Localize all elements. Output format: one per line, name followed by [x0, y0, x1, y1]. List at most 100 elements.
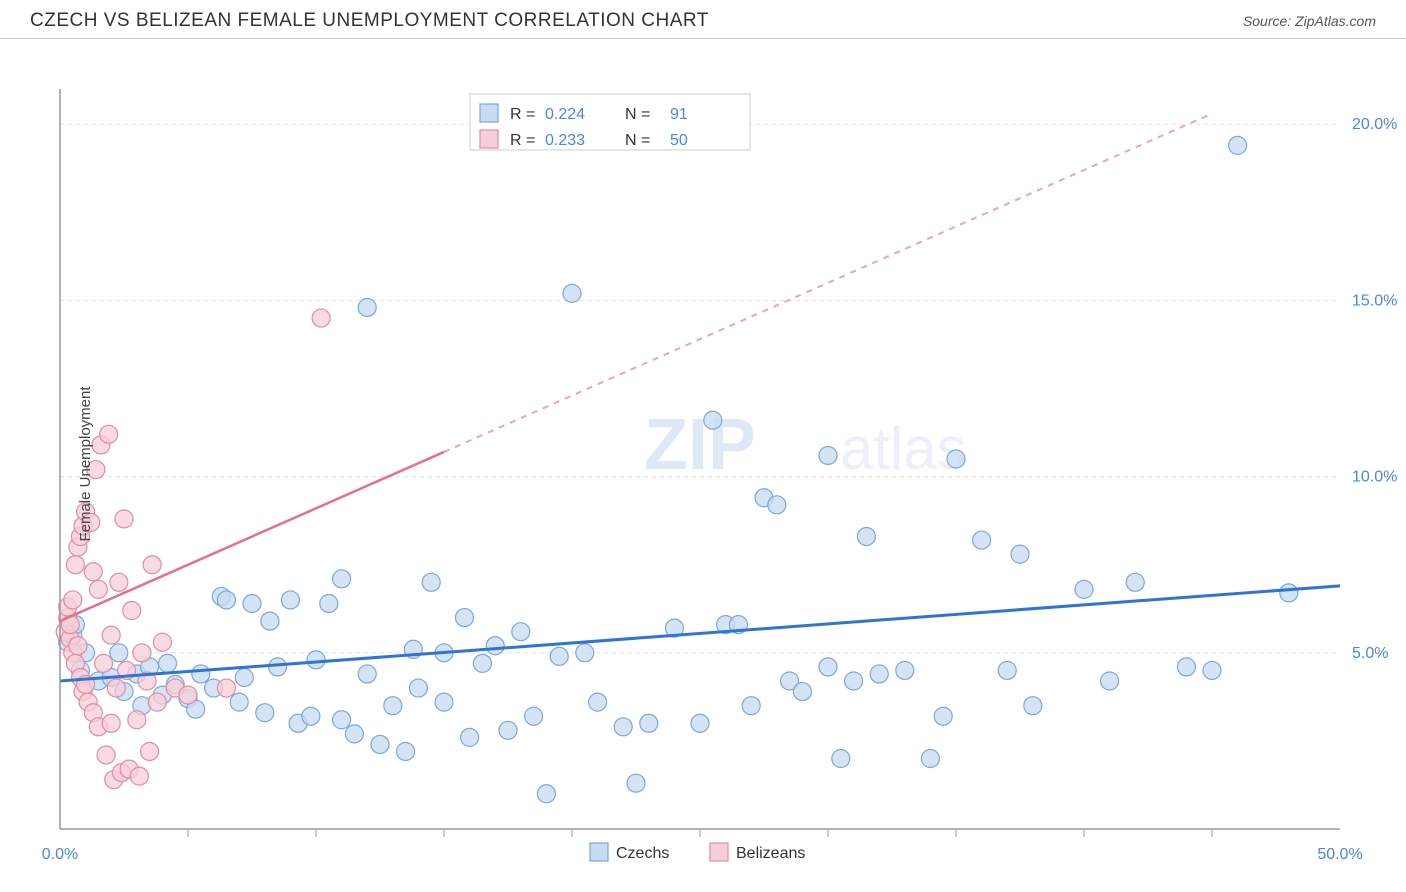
data-point	[345, 725, 363, 743]
trendline-belizeans-extrapolated	[444, 114, 1212, 452]
data-point	[84, 563, 102, 581]
data-point	[461, 728, 479, 746]
chart-container: Female Unemployment 5.0%10.0%15.0%20.0%Z…	[0, 39, 1406, 889]
data-point	[1280, 584, 1298, 602]
data-point	[691, 714, 709, 732]
legend-r-label: R =	[510, 106, 535, 123]
y-axis-label: Female Unemployment	[77, 386, 94, 541]
data-point	[1229, 136, 1247, 154]
data-point	[100, 425, 118, 443]
data-point	[947, 450, 965, 468]
data-point	[1101, 672, 1119, 690]
data-point	[819, 658, 837, 676]
data-point	[69, 637, 87, 655]
data-point	[934, 707, 952, 725]
data-point	[66, 556, 84, 574]
data-point	[102, 714, 120, 732]
data-point	[742, 697, 760, 715]
x-tick-label: 0.0%	[42, 846, 78, 863]
data-point	[128, 711, 146, 729]
data-point	[256, 704, 274, 722]
data-point	[110, 644, 128, 662]
data-point	[302, 707, 320, 725]
data-point	[333, 570, 351, 588]
data-point	[793, 683, 811, 701]
series-legend-label: Czechs	[616, 845, 669, 862]
data-point	[261, 612, 279, 630]
data-point	[998, 661, 1016, 679]
data-point	[627, 774, 645, 792]
data-point	[1011, 545, 1029, 563]
data-point	[1126, 573, 1144, 591]
data-point	[704, 411, 722, 429]
data-point	[230, 693, 248, 711]
data-point	[870, 665, 888, 683]
data-point	[358, 665, 376, 683]
data-point	[153, 633, 171, 651]
data-point	[455, 609, 473, 627]
data-point	[1177, 658, 1195, 676]
data-point	[1203, 661, 1221, 679]
data-point	[307, 651, 325, 669]
data-point	[95, 654, 113, 672]
data-point	[235, 668, 253, 686]
data-point	[89, 580, 107, 598]
data-point	[133, 644, 151, 662]
data-point	[768, 496, 786, 514]
data-point	[896, 661, 914, 679]
chart-title: CZECH VS BELIZEAN FEMALE UNEMPLOYMENT CO…	[30, 10, 709, 32]
data-point	[358, 298, 376, 316]
data-point	[217, 591, 235, 609]
data-point	[640, 714, 658, 732]
data-point	[64, 591, 82, 609]
data-point	[525, 707, 543, 725]
data-point	[102, 626, 120, 644]
data-point	[333, 711, 351, 729]
chart-header: CZECH VS BELIZEAN FEMALE UNEMPLOYMENT CO…	[0, 0, 1406, 39]
data-point	[921, 750, 939, 768]
data-point	[371, 735, 389, 753]
data-point	[192, 665, 210, 683]
correlation-scatter-chart: 5.0%10.0%15.0%20.0%ZIPatlas0.0%50.0%R =0…	[0, 39, 1406, 889]
data-point	[435, 693, 453, 711]
data-point	[123, 602, 141, 620]
data-point	[473, 654, 491, 672]
watermark-zip: ZIP	[644, 405, 756, 485]
legend-n-label: N =	[625, 106, 650, 123]
data-point	[384, 697, 402, 715]
data-point	[422, 573, 440, 591]
data-point	[576, 644, 594, 662]
legend-r-value: 0.224	[545, 106, 585, 123]
data-point	[130, 767, 148, 785]
y-tick-label: 15.0%	[1352, 292, 1397, 309]
data-point	[512, 623, 530, 641]
data-point	[115, 510, 133, 528]
data-point	[845, 672, 863, 690]
data-point	[281, 591, 299, 609]
source-credit: Source: ZipAtlas.com	[1243, 13, 1376, 29]
y-tick-label: 10.0%	[1352, 469, 1397, 486]
data-point	[614, 718, 632, 736]
data-point	[832, 750, 850, 768]
data-point	[499, 721, 517, 739]
watermark-atlas: atlas	[840, 415, 967, 482]
data-point	[589, 693, 607, 711]
data-point	[409, 679, 427, 697]
legend-n-value: 91	[670, 106, 688, 123]
data-point	[148, 693, 166, 711]
series-legend-swatch	[590, 843, 608, 861]
series-legend-swatch	[710, 843, 728, 861]
data-point	[179, 686, 197, 704]
data-point	[143, 556, 161, 574]
legend-swatch	[480, 130, 498, 148]
legend-n-label: N =	[625, 132, 650, 149]
data-point	[107, 679, 125, 697]
legend-n-value: 50	[670, 132, 688, 149]
data-point	[243, 594, 261, 612]
data-point	[486, 637, 504, 655]
data-point	[1024, 697, 1042, 715]
series-legend-label: Belizeans	[736, 845, 805, 862]
legend-r-value: 0.233	[545, 132, 585, 149]
data-point	[1075, 580, 1093, 598]
data-point	[857, 528, 875, 546]
